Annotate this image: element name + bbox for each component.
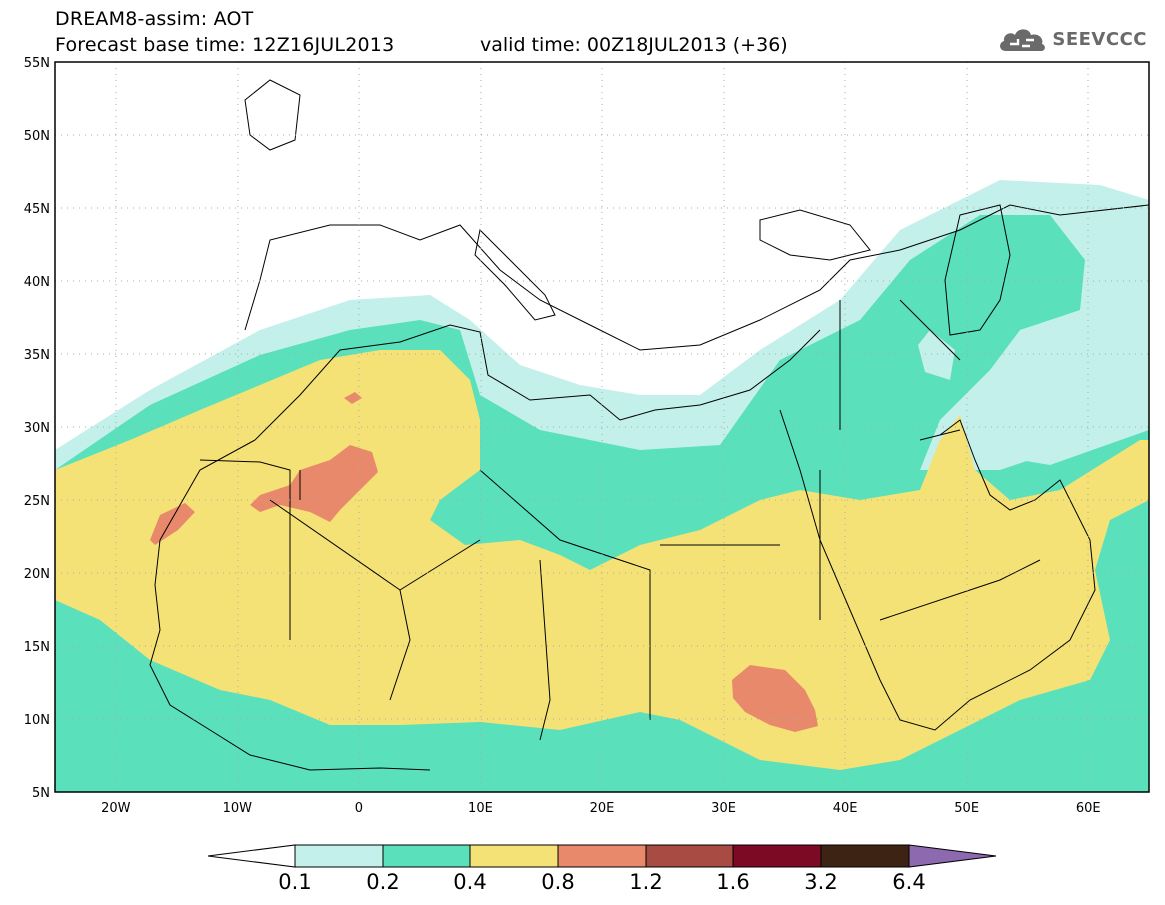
lat-label: 55N <box>24 56 50 71</box>
seevccc-logo: SEEVCCC <box>996 24 1147 54</box>
coast-uk <box>244 79 301 151</box>
gridlines <box>55 62 1149 792</box>
colorbar-swatch-0.2 <box>382 844 471 868</box>
aot-band-0.4 <box>55 350 1149 770</box>
aot-band-0.1-iran <box>975 320 1149 465</box>
latitude-labels: 55N 50N 45N 40N 35N 30N 25N 20N 15N 10N 5N <box>24 56 50 801</box>
coast-black-sea <box>759 209 871 261</box>
lon-label: 40E <box>833 801 858 816</box>
lat-label: 50N <box>24 129 50 144</box>
colorbar <box>207 844 997 868</box>
aot-band-0.8-coast <box>150 503 195 545</box>
aot-band-0.8-sudan <box>732 665 818 732</box>
colorbar-under-triangle <box>207 844 296 868</box>
colorbar-label: 1.2 <box>629 870 663 894</box>
colorbar-label: 0.8 <box>541 870 575 894</box>
coast-italy <box>474 228 556 321</box>
aot-band-0.8-dot <box>344 392 362 404</box>
aot-contours <box>55 180 1149 792</box>
coast-caspian <box>944 204 1011 336</box>
lat-label: 5N <box>32 786 50 801</box>
map-title: DREAM8-assim: AOT <box>55 8 254 30</box>
colorbar-swatch-3.2 <box>820 844 910 868</box>
colorbar-label: 1.6 <box>716 870 750 894</box>
colorbar-swatch-0.1 <box>294 844 384 868</box>
lon-label: 20W <box>101 801 131 816</box>
longitude-labels: 20W 10W 0 10E 20E 30E 40E 50E 60E <box>101 801 1101 816</box>
colorbar-label: 3.2 <box>804 870 838 894</box>
lat-label: 15N <box>24 640 50 655</box>
colorbar-label: 0.1 <box>278 870 312 894</box>
coast-europe <box>244 204 1149 351</box>
lat-label: 10N <box>24 713 50 728</box>
coastlines <box>149 79 1149 771</box>
colorbar-swatch-1.2 <box>645 844 734 868</box>
colorbar-swatch-1.6 <box>732 844 822 868</box>
map-frame <box>54 61 1150 793</box>
lon-label: 50E <box>954 801 979 816</box>
lat-label: 30N <box>24 421 50 436</box>
border-lines <box>199 299 1041 741</box>
lon-label: 10E <box>468 801 493 816</box>
lat-label: 25N <box>24 494 50 509</box>
cloud-logo-icon <box>1000 29 1046 51</box>
lat-label: 45N <box>24 202 50 217</box>
aot-band-0.1-caspian <box>918 330 955 380</box>
colorbar-over-triangle <box>908 844 997 868</box>
colorbar-swatch-0.8 <box>557 844 647 868</box>
lon-label: 0 <box>355 801 363 816</box>
colorbar-label: 0.2 <box>366 870 400 894</box>
coast-red-sea <box>779 409 1096 731</box>
coast-africa-west <box>149 539 431 771</box>
lon-label: 60E <box>1076 801 1101 816</box>
colorbar-label: 0.4 <box>453 870 487 894</box>
aot-band-0.8-sahara <box>250 445 378 522</box>
valid-time: valid time: 00Z18JUL2013 (+36) <box>480 34 788 56</box>
colorbar-swatch-0.4 <box>469 844 559 868</box>
lat-label: 40N <box>24 275 50 290</box>
logo-text: SEEVCCC <box>1052 28 1147 50</box>
lon-label: 20E <box>590 801 615 816</box>
coast-africa-north <box>159 324 821 541</box>
lat-label: 20N <box>24 567 50 582</box>
lat-label: 35N <box>24 348 50 363</box>
forecast-base-time: Forecast base time: 12Z16JUL2013 <box>55 34 395 56</box>
colorbar-label: 6.4 <box>892 870 926 894</box>
lon-label: 10W <box>223 801 253 816</box>
lon-label: 30E <box>711 801 736 816</box>
